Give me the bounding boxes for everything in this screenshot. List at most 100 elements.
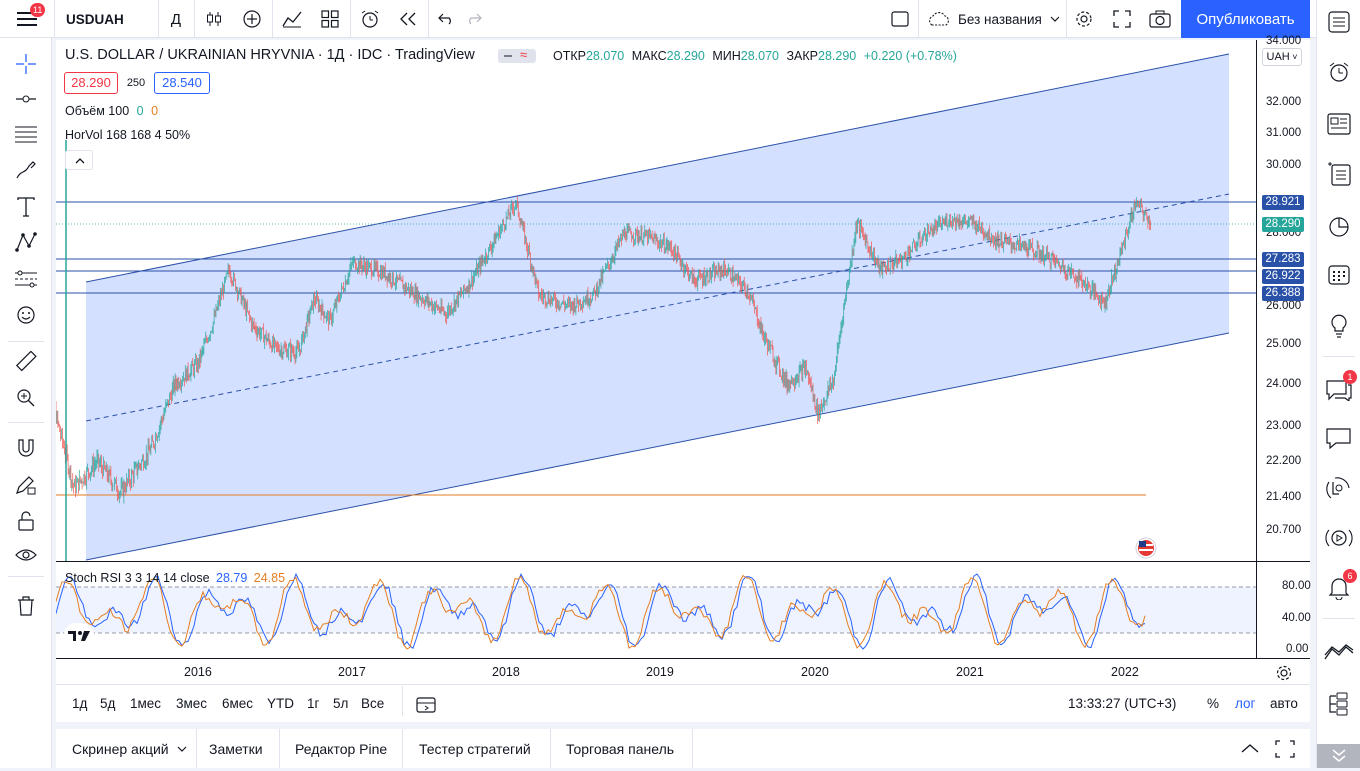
hide-drawings[interactable] — [10, 539, 42, 571]
ruler-icon — [15, 351, 37, 372]
publish-button[interactable]: Опубликовать — [1181, 0, 1310, 38]
chart-settings-button[interactable] — [1274, 663, 1294, 683]
messages-button[interactable] — [1323, 422, 1355, 454]
channel-lower-line[interactable] — [85, 332, 1230, 561]
symbol-search[interactable]: USDUAH — [58, 0, 154, 38]
data-window-button[interactable] — [1323, 158, 1355, 190]
tab-trading-panel[interactable]: Торговая панель — [566, 740, 675, 757]
watchlist-button[interactable] — [1323, 6, 1355, 38]
ruler-tool[interactable] — [10, 346, 42, 378]
menu-button[interactable]: 11 — [8, 0, 46, 38]
timeframe-3m[interactable]: 3мес — [176, 696, 208, 711]
log-scale-toggle[interactable]: лог — [1235, 696, 1256, 711]
trend-line-tool[interactable] — [10, 83, 42, 115]
symbol-title[interactable]: U.S. DOLLAR / UKRAINIAN HRYVNIA · 1Д · I… — [65, 47, 475, 63]
trend-icon — [1324, 644, 1354, 660]
undo-button[interactable] — [432, 0, 460, 38]
lock-all-drawings[interactable] — [10, 505, 42, 537]
volume-value-1: 0 — [136, 104, 144, 118]
osc-tick: 0.00 — [1286, 643, 1309, 655]
fib-tool[interactable] — [10, 118, 42, 150]
layout-name: Без названия — [958, 11, 1042, 27]
timeframe-1d[interactable]: 1д — [72, 696, 88, 711]
cloud-icon — [929, 12, 949, 26]
fullscreen-select-button[interactable] — [884, 0, 916, 38]
tab-notes[interactable]: Заметки — [209, 740, 263, 757]
calendar-button[interactable] — [1323, 258, 1355, 290]
hotlists-button[interactable] — [1323, 210, 1355, 242]
indicators-button[interactable] — [276, 0, 308, 38]
timeframe-5d[interactable]: 5д — [100, 696, 116, 711]
chevron-down-icon — [1050, 16, 1060, 22]
buy-button[interactable]: 28.540 — [154, 72, 210, 94]
channel-upper-line[interactable] — [85, 53, 1230, 283]
stoch-legend[interactable]: Stoch RSI 3 3 14 14 close 28.79 24.85 — [65, 571, 285, 585]
tab-stock-screener[interactable]: Скринер акций — [72, 729, 187, 768]
level-tag[interactable]: 27.283 — [1262, 252, 1304, 267]
sell-button[interactable]: 28.290 — [64, 72, 118, 94]
volume-legend[interactable]: Объём 100 0 0 — [65, 104, 158, 118]
text-tool[interactable] — [10, 191, 42, 223]
chart-container[interactable]: U.S. DOLLAR / UKRAINIAN HRYVNIA · 1Д · I… — [56, 35, 1311, 722]
zoom-tool[interactable] — [10, 382, 42, 414]
level-tag[interactable]: 26.388 — [1262, 286, 1304, 301]
date-range-button[interactable] — [416, 695, 438, 715]
tab-strategy-tester[interactable]: Тестер стратегий — [419, 740, 531, 757]
collapse-legend-button[interactable] — [65, 150, 93, 170]
news-button[interactable] — [1323, 108, 1355, 140]
brush-tool[interactable] — [10, 155, 42, 187]
compare-button[interactable] — [236, 0, 268, 38]
auto-scale-toggle[interactable]: авто — [1270, 696, 1298, 711]
expand-panel-button[interactable] — [1238, 739, 1262, 759]
templates-button[interactable] — [314, 0, 346, 38]
hamburger-icon — [17, 12, 37, 26]
percent-scale-toggle[interactable]: % — [1207, 696, 1220, 711]
trading-button[interactable] — [1323, 636, 1355, 668]
lock-drawing-mode[interactable] — [10, 468, 42, 500]
timeframe-5y[interactable]: 5л — [333, 696, 349, 711]
level-tag[interactable]: 28.921 — [1262, 195, 1304, 210]
streams-button[interactable] — [1323, 472, 1355, 504]
timeframe-all[interactable]: Все — [361, 696, 385, 711]
settings-button[interactable] — [1068, 0, 1100, 38]
magnet-tool[interactable] — [10, 432, 42, 464]
prediction-tool[interactable] — [10, 263, 42, 295]
chats-button[interactable]: 1 — [1323, 370, 1357, 406]
fullscreen-button[interactable] — [1106, 0, 1138, 38]
alerts-button[interactable] — [1323, 56, 1355, 88]
layout-menu[interactable]: Без названия — [922, 0, 1064, 38]
main-pane[interactable] — [56, 40, 1256, 561]
gear-icon — [1276, 665, 1292, 681]
snapshot-button[interactable] — [1144, 0, 1176, 38]
alert-button[interactable] — [354, 0, 386, 38]
last-price-tag[interactable]: 28.290 — [1262, 217, 1304, 232]
price-tick: 20.700 — [1266, 524, 1302, 536]
timeframe-1m[interactable]: 1мес — [130, 696, 162, 711]
tab-pine-editor[interactable]: Редактор Pine — [295, 740, 388, 757]
clock-timezone[interactable]: 13:33:27 (UTC+3) — [1068, 696, 1177, 711]
crosshair-tool[interactable] — [10, 48, 42, 80]
market-status[interactable]: ≈ — [498, 47, 536, 63]
pattern-tool[interactable] — [10, 226, 42, 258]
level-tag[interactable]: 26.922 — [1262, 269, 1304, 284]
timeframe-1y[interactable]: 1г — [307, 696, 320, 711]
interval-button[interactable]: Д — [170, 10, 182, 28]
horvol-legend[interactable]: HorVol 168 168 4 50% — [65, 128, 191, 142]
object-tree-button[interactable] — [1323, 688, 1355, 720]
chart-type-button[interactable] — [198, 0, 230, 38]
timeframe-ytd[interactable]: YTD — [267, 696, 294, 711]
chart-canvas[interactable] — [56, 40, 1310, 722]
tradingview-logo[interactable] — [64, 623, 94, 647]
ideas-stream-button[interactable] — [1323, 522, 1355, 554]
maximize-panel-button[interactable] — [1274, 739, 1296, 759]
magnet-icon — [18, 439, 34, 457]
currency-selector[interactable]: UAH ˅ — [1262, 48, 1302, 66]
remove-drawings[interactable] — [10, 590, 42, 622]
collapse-sidebar-button[interactable] — [1317, 744, 1360, 768]
ideas-button[interactable] — [1323, 310, 1355, 342]
replay-button[interactable] — [392, 0, 424, 38]
redo-button[interactable] — [460, 0, 488, 38]
icons-tool[interactable] — [10, 299, 42, 331]
timeframe-6m[interactable]: 6мес — [222, 696, 254, 711]
notifications-button[interactable]: 6 — [1323, 569, 1357, 604]
